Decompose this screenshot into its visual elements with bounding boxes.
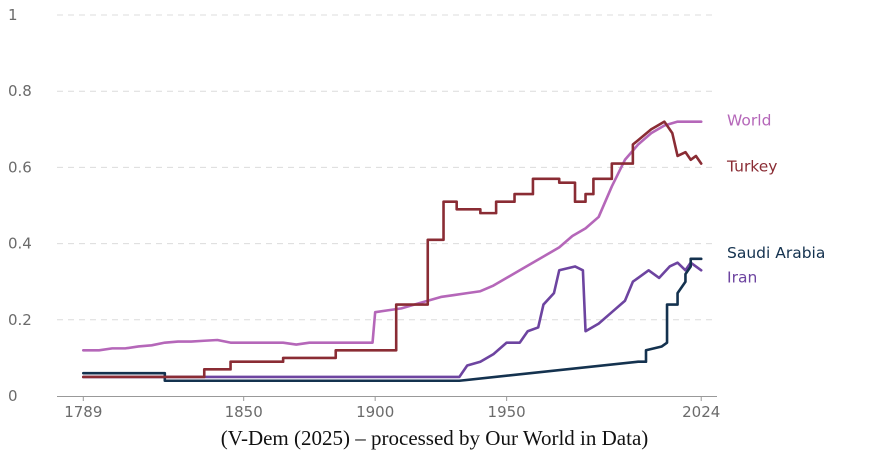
series-line-turkey — [81, 120, 703, 379]
y-tick-label: 0.6 — [8, 158, 32, 176]
series-line-saudi-arabia — [81, 257, 703, 383]
y-tick-label: 1 — [8, 6, 18, 24]
x-tick-label: 1850 — [225, 403, 263, 421]
series-label-turkey: Turkey — [726, 158, 777, 176]
x-axis — [57, 396, 717, 401]
x-axis-tick-labels: 1789 1850 1900 1950 2024 — [64, 403, 720, 421]
x-tick-label: 2024 — [682, 403, 720, 421]
series-label-world: World — [727, 112, 771, 130]
x-tick-label: 1950 — [488, 403, 526, 421]
y-tick-label: 0 — [8, 387, 18, 405]
y-tick-label: 0.8 — [8, 82, 32, 100]
gridlines — [57, 14, 717, 321]
y-tick-label: 0.4 — [8, 235, 32, 253]
y-tick-label: 0.2 — [8, 311, 32, 329]
source-caption: (V-Dem (2025) – processed by Our World i… — [220, 426, 649, 450]
series-line-iran — [81, 261, 703, 379]
series-line-world — [81, 120, 703, 352]
y-axis-tick-labels: 0 0.2 0.4 0.6 0.8 1 — [8, 6, 32, 405]
series-lines — [81, 120, 703, 383]
series-label-iran: Iran — [727, 268, 757, 286]
series-label-saudi-arabia: Saudi Arabia — [727, 244, 825, 262]
series-labels: World Turkey Saudi Arabia Iran — [726, 112, 825, 287]
x-tick-label: 1789 — [64, 403, 102, 421]
x-tick-label: 1900 — [356, 403, 394, 421]
